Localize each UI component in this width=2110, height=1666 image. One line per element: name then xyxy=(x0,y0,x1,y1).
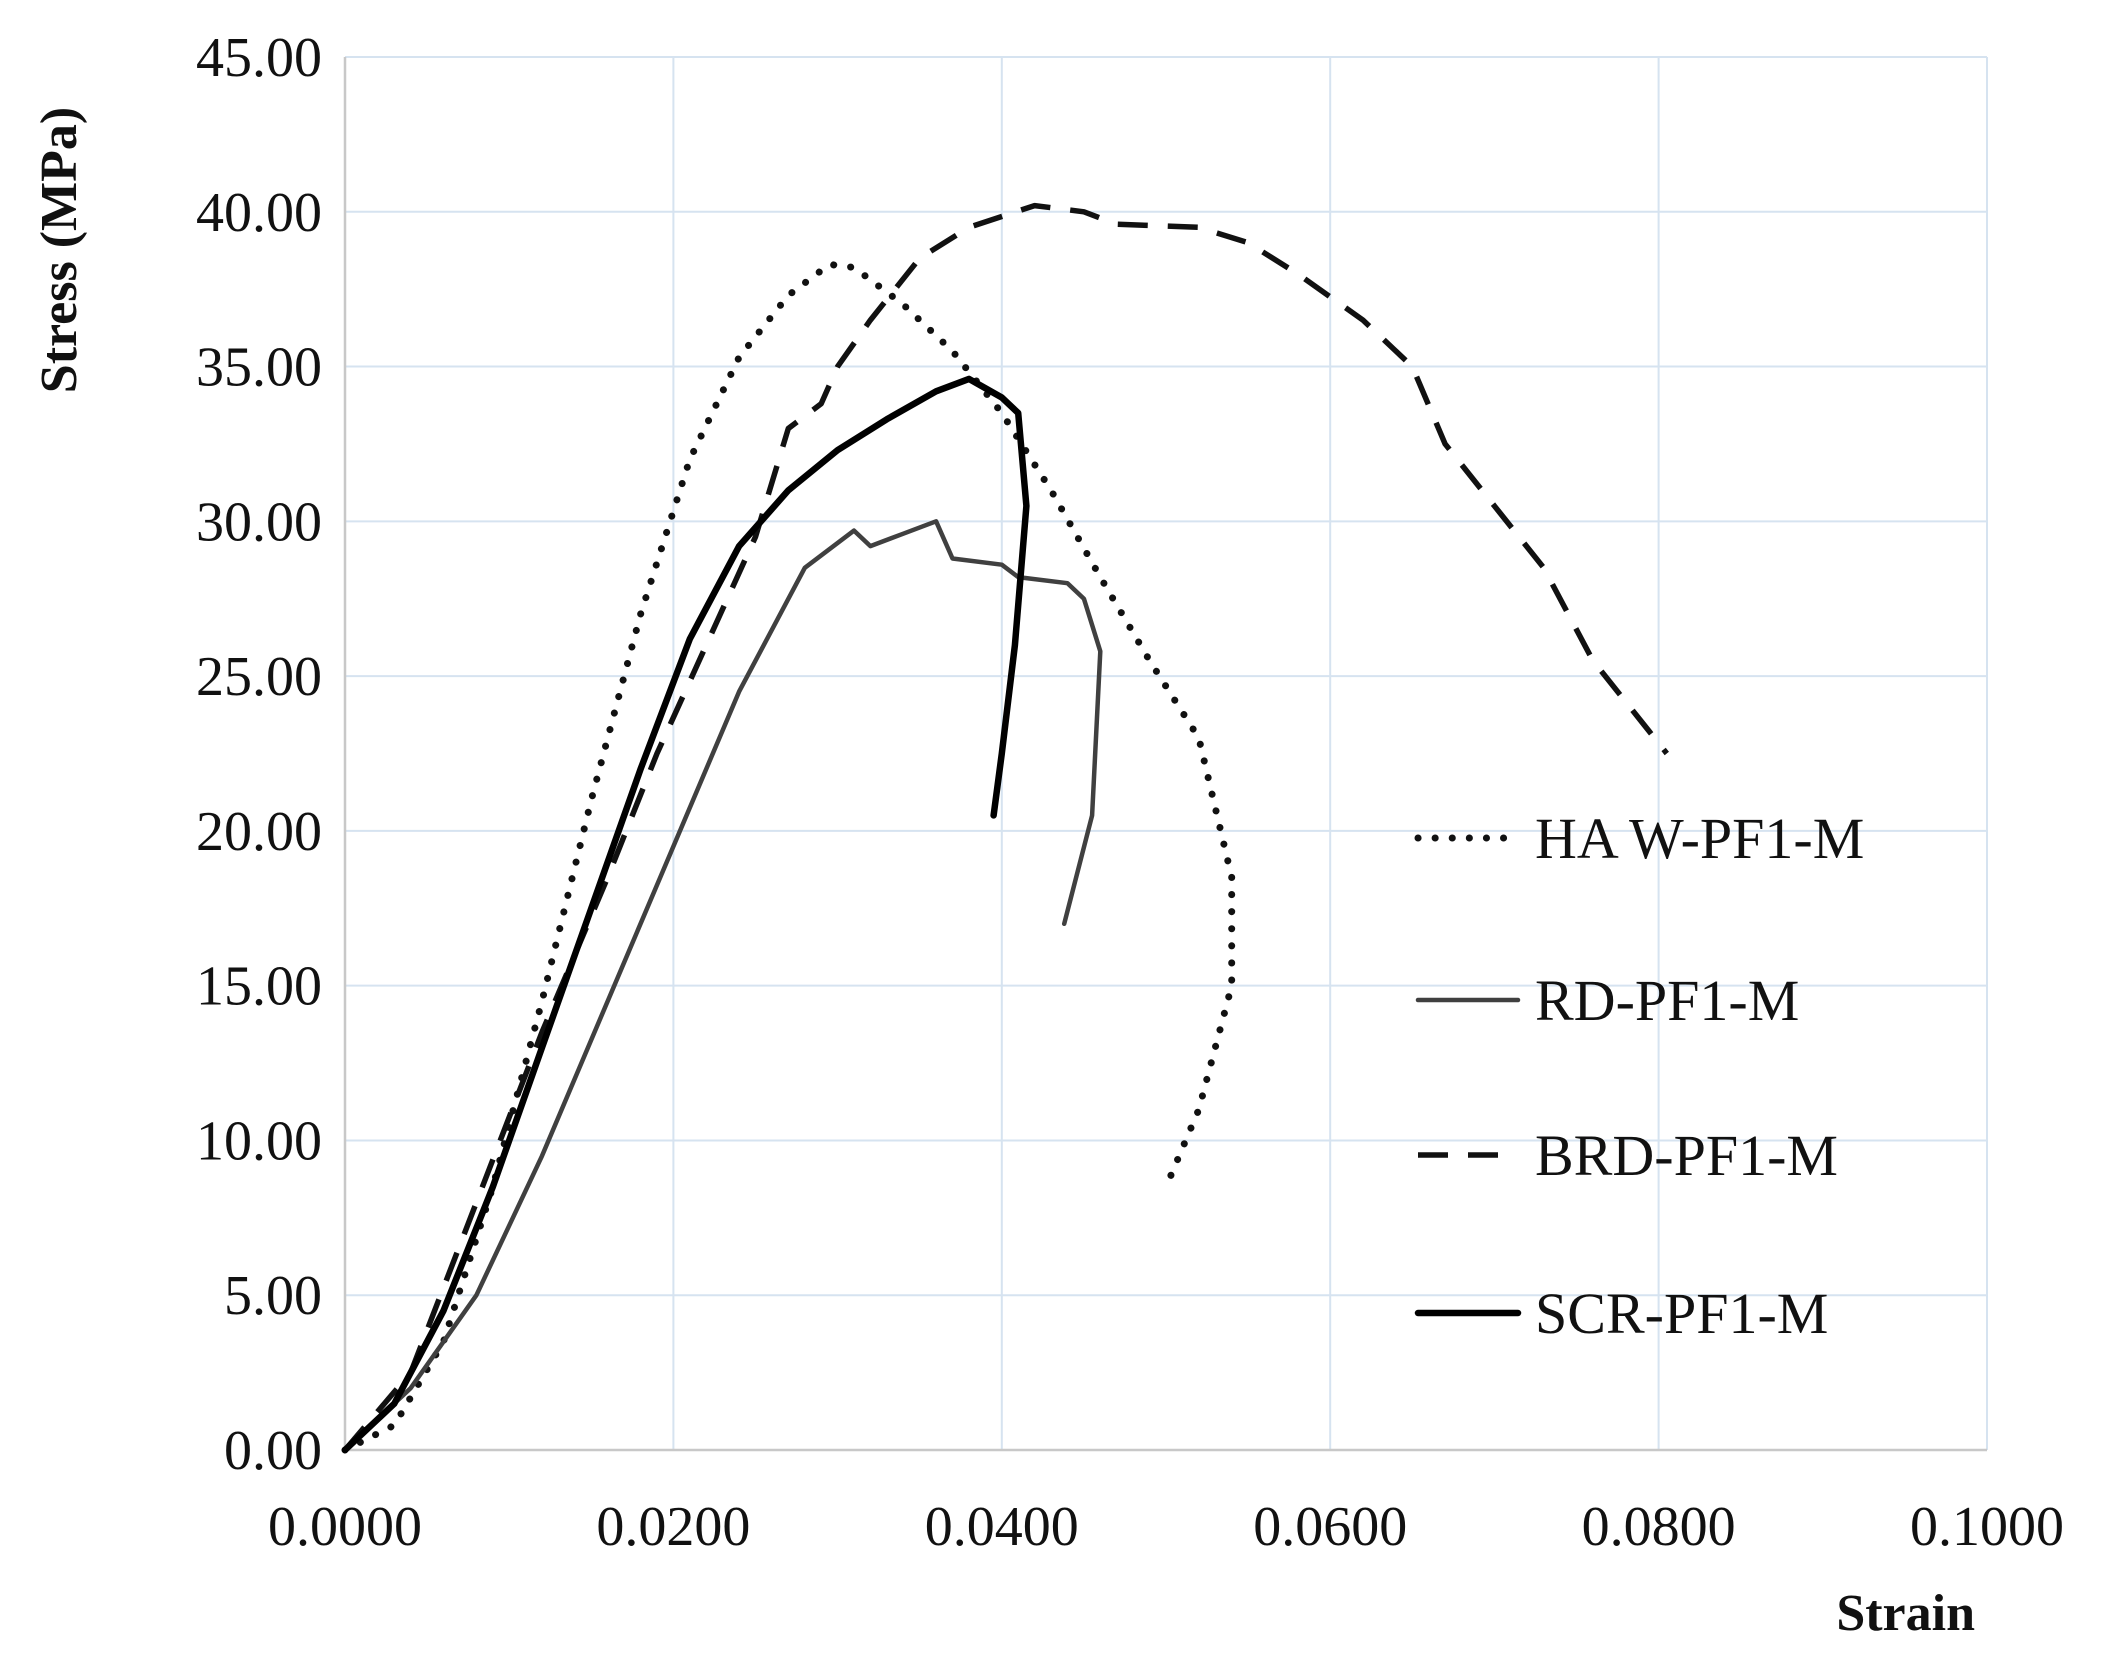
y-tick-label: 0.00 xyxy=(224,1420,322,1482)
legend-label-3: BRD-PF1-M xyxy=(1535,1123,1838,1188)
series-line-3 xyxy=(342,202,1669,1452)
plot-background xyxy=(345,57,1987,1450)
y-tick-label: 15.00 xyxy=(196,956,322,1018)
x-tick-label: 0.0000 xyxy=(268,1496,422,1558)
x-tick-label: 0.1000 xyxy=(1910,1496,2064,1558)
y-tick-label: 5.00 xyxy=(224,1265,322,1327)
legend-label-4: SCR-PF1-M xyxy=(1535,1281,1828,1346)
plot-area xyxy=(345,57,1987,1450)
y-axis-title: Stress (MPa) xyxy=(31,107,88,393)
axes xyxy=(343,57,1987,1452)
x-tick-label: 0.0600 xyxy=(1253,1496,1407,1558)
y-tick-labels: 0.00 5.00 10.00 15.00 20.00 25.00 30.00 35.00 40… xyxy=(196,27,322,1482)
y-tick-label: 30.00 xyxy=(196,491,322,553)
y-tick-label: 40.00 xyxy=(196,182,322,244)
x-tick-label: 0.0400 xyxy=(925,1496,1079,1558)
series-line-2 xyxy=(342,519,1103,1453)
legend-label-2: RD-PF1-M xyxy=(1535,968,1799,1033)
legend: HA W-PF1-M RD-PF1-M BRD-PF1-M SCR-PF1-M xyxy=(1414,806,1864,1346)
y-tick-label: 45.00 xyxy=(196,27,322,89)
x-tick-label: 0.0200 xyxy=(596,1496,750,1558)
legend-label-1: HA W-PF1-M xyxy=(1535,806,1864,871)
x-tick-labels: 0.0000 0.0200 0.0400 0.0600 0.0800 0.1000 xyxy=(268,1496,2064,1558)
x-tick-label: 0.0800 xyxy=(1582,1496,1736,1558)
y-tick-label: 20.00 xyxy=(196,801,322,863)
y-tick-label: 25.00 xyxy=(196,646,322,708)
series-lines xyxy=(341,202,1669,1454)
y-tick-label: 10.00 xyxy=(196,1110,322,1172)
x-axis-title: Strain xyxy=(1836,1585,1975,1642)
y-tick-label: 35.00 xyxy=(196,337,322,399)
series-line-1 xyxy=(341,260,1236,1454)
series-line-4 xyxy=(341,375,1030,1454)
